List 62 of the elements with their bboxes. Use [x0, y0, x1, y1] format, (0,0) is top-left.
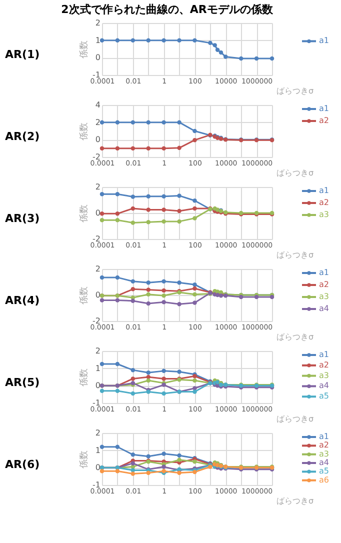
x-axis-title: ばらつきσ	[276, 496, 314, 506]
y-tick-label: 4	[95, 100, 100, 110]
y-tick-label: 2	[95, 264, 100, 274]
y-tick-label: -2	[92, 152, 100, 162]
text: AR(3)	[4, 212, 40, 225]
text: a2	[319, 360, 329, 370]
y-tick-label: 0	[95, 290, 100, 300]
y-axis-title: 係数	[78, 368, 90, 386]
legend-label: a3	[319, 210, 329, 219]
legend-label: a1	[319, 268, 329, 277]
legend-label: a5	[319, 466, 329, 476]
legend-label: a1	[319, 36, 329, 46]
y-tick-label: 1	[95, 446, 100, 455]
y-tick-label: 0	[95, 208, 100, 218]
x-axis-title: ばらつきσ	[276, 168, 314, 178]
y-axis-title: 係数	[78, 286, 90, 304]
x-axis-title: ばらつきσ	[276, 250, 314, 260]
y-tick-label: 2	[95, 346, 100, 356]
text: AR(6)	[4, 458, 40, 471]
y-tick-label: -1	[92, 480, 100, 490]
legend-label: a2	[319, 440, 329, 450]
text: AR(5)	[4, 376, 40, 389]
y-axis-title: 係数	[78, 40, 90, 58]
text: AR(1)	[4, 48, 40, 61]
text: a4	[319, 381, 329, 390]
y-axis-title: 係数	[78, 204, 90, 222]
legend-label: a4	[319, 458, 329, 467]
text: a1	[319, 186, 329, 195]
legend-label: a4	[319, 304, 329, 313]
y-tick-label: 1	[95, 364, 100, 373]
y-tick-label: -1	[92, 398, 100, 408]
legend-label: a3	[319, 449, 329, 458]
y-tick-label: 0	[95, 381, 100, 390]
text: a3	[319, 370, 329, 380]
y-tick-label: 2	[95, 18, 100, 28]
x-axis-title: ばらつきσ	[276, 86, 314, 96]
y-tick-label: -2	[92, 234, 100, 244]
text: a1	[319, 350, 329, 359]
text: AR(4)	[4, 294, 40, 307]
y-axis-title: 係数	[78, 122, 90, 140]
legend-label: a1	[319, 104, 329, 113]
y-tick-label: 2	[95, 182, 100, 192]
chart-title: 2次式で作られた曲線の、ARモデルの係数	[61, 3, 274, 16]
legend-label: a5	[319, 392, 329, 401]
legend-label: a3	[319, 292, 329, 301]
legend-label: a1	[319, 432, 329, 441]
y-tick-label: 2	[95, 428, 100, 438]
text: AR(2)	[4, 130, 40, 143]
x-axis-title: ばらつきσ	[276, 332, 314, 342]
y-tick-label: 0	[95, 53, 100, 62]
y-tick-label: 1	[95, 36, 100, 45]
legend-label: a2	[319, 280, 329, 289]
y-tick-label: 2	[95, 118, 100, 127]
y-tick-label: 0	[95, 463, 100, 472]
y-tick-label: -1	[92, 70, 100, 80]
legend-label: a2	[319, 116, 329, 125]
y-tick-label: 0	[95, 135, 100, 144]
text: a2	[319, 198, 329, 207]
legend-label: a6	[319, 475, 329, 484]
y-tick-label: -2	[92, 316, 100, 326]
y-axis-title: 係数	[78, 450, 90, 468]
x-axis-title: ばらつきσ	[276, 414, 314, 424]
